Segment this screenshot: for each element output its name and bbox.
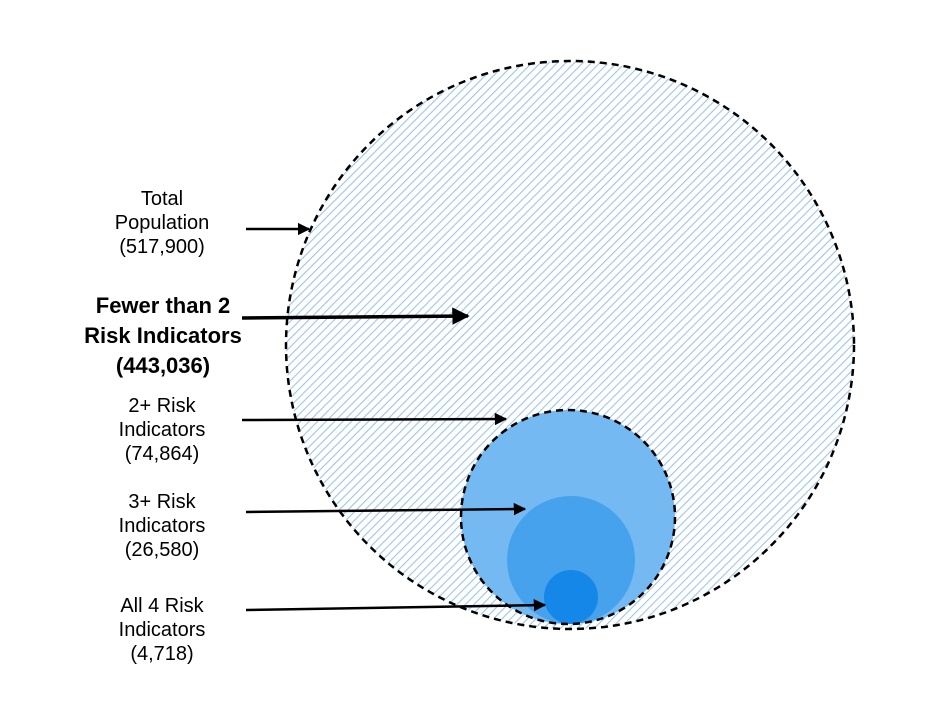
label-line: Indicators: [118, 419, 206, 441]
label-line: 2+ Risk: [128, 395, 196, 417]
label-line: Indicators: [118, 619, 206, 641]
two-plus-risk-outline: [459, 408, 677, 626]
label-total-population: Total Population (517,900): [82, 187, 242, 259]
label-three-plus-risk: 3+ Risk Indicators (26,580): [82, 490, 242, 562]
label-line: Fewer than 2: [95, 293, 231, 318]
total-population-outline: [284, 59, 856, 631]
label-line: Population: [114, 212, 210, 234]
label-line: Total: [140, 188, 184, 210]
label-line: Risk Indicators: [84, 323, 242, 348]
total-population-circle: [286, 61, 854, 629]
label-fewer-than-two-risk: Fewer than 2 Risk Indicators (443,036): [58, 291, 268, 381]
arrow-3plus: [245, 502, 527, 516]
label-count: (26,580): [124, 539, 200, 561]
arrow-fewer: [241, 307, 470, 325]
label-count: (443,036): [115, 353, 211, 378]
label-line: Indicators: [118, 515, 206, 537]
label-count: (4,718): [130, 643, 194, 665]
label-two-plus-risk: 2+ Risk Indicators (74,864): [82, 394, 242, 466]
label-line: All 4 Risk: [120, 595, 204, 617]
label-all-four-risk: All 4 Risk Indicators (4,718): [82, 594, 242, 666]
arrow-2plus: [241, 412, 508, 426]
label-line: 3+ Risk: [128, 491, 196, 513]
three-plus-risk-circle: [507, 496, 635, 624]
label-count: (74,864): [124, 443, 200, 465]
arrow-all4: [245, 598, 547, 612]
all-four-risk-circle: [544, 570, 598, 624]
label-count: (517,900): [119, 236, 205, 258]
